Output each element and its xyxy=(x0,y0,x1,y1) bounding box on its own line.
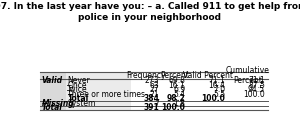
Bar xyxy=(40,106,66,110)
Bar xyxy=(162,83,188,88)
Bar xyxy=(188,72,228,79)
Text: Frequency: Frequency xyxy=(127,71,166,80)
Bar xyxy=(228,101,268,106)
Text: 7.0: 7.0 xyxy=(213,85,225,94)
Text: 273: 273 xyxy=(144,76,159,85)
Bar xyxy=(131,72,162,79)
Bar xyxy=(162,79,188,83)
Bar xyxy=(66,92,131,97)
Bar xyxy=(228,72,268,79)
Bar xyxy=(188,83,228,88)
Bar xyxy=(66,72,131,79)
Bar xyxy=(66,83,131,88)
Bar xyxy=(40,101,66,106)
Text: Once: Once xyxy=(68,81,87,90)
Bar xyxy=(162,97,188,101)
Text: 7: 7 xyxy=(154,99,159,108)
Text: 69.8: 69.8 xyxy=(168,76,185,85)
Bar xyxy=(228,92,268,97)
Text: 94.5: 94.5 xyxy=(248,85,265,94)
Text: 100.0: 100.0 xyxy=(161,103,185,112)
Bar xyxy=(162,72,188,79)
Bar xyxy=(188,79,228,83)
Text: Never: Never xyxy=(68,76,90,85)
Bar xyxy=(188,92,228,97)
Bar xyxy=(162,88,188,92)
Bar xyxy=(131,83,162,88)
Text: 5.4: 5.4 xyxy=(173,90,185,99)
Text: 87.5: 87.5 xyxy=(248,81,265,90)
Bar xyxy=(131,92,162,97)
Text: 71.1: 71.1 xyxy=(208,76,225,85)
Bar xyxy=(188,88,228,92)
Text: Total: Total xyxy=(68,94,89,103)
Bar xyxy=(131,101,162,106)
Bar xyxy=(131,97,162,101)
Text: Q7. In the last year have you: – a. Called 911 to get help from: Q7. In the last year have you: – a. Call… xyxy=(0,2,300,11)
Text: police in your neighborhood: police in your neighborhood xyxy=(79,13,221,22)
Text: Valid: Valid xyxy=(42,76,63,85)
Bar xyxy=(40,72,66,79)
Bar xyxy=(66,79,131,83)
Bar xyxy=(162,101,188,106)
Text: Three or more times: Three or more times xyxy=(68,90,146,99)
Bar xyxy=(228,97,268,101)
Text: 98.2: 98.2 xyxy=(167,94,185,103)
Bar xyxy=(40,97,66,101)
Bar xyxy=(40,79,66,83)
Bar xyxy=(66,101,131,106)
Text: Total: Total xyxy=(42,103,63,112)
Text: 6.9: 6.9 xyxy=(173,85,185,94)
Bar xyxy=(228,79,268,83)
Text: Twice: Twice xyxy=(68,85,88,94)
Bar xyxy=(66,106,131,110)
Bar xyxy=(131,79,162,83)
Text: 16.1: 16.1 xyxy=(168,81,185,90)
Text: 16.4: 16.4 xyxy=(208,81,225,90)
Bar xyxy=(162,92,188,97)
Text: 71.1: 71.1 xyxy=(248,76,265,85)
Text: 21: 21 xyxy=(149,90,159,99)
Text: 63: 63 xyxy=(149,81,159,90)
Bar xyxy=(66,97,131,101)
Text: 27: 27 xyxy=(149,85,159,94)
Text: 1.8: 1.8 xyxy=(173,99,185,108)
Bar xyxy=(188,106,228,110)
Bar xyxy=(188,97,228,101)
Bar xyxy=(66,88,131,92)
Bar xyxy=(228,88,268,92)
Bar xyxy=(188,101,228,106)
Text: Valid Percent: Valid Percent xyxy=(183,71,233,80)
Bar xyxy=(162,106,188,110)
Text: Cumulative
Percent: Cumulative Percent xyxy=(226,66,270,85)
Bar xyxy=(40,83,66,88)
Bar xyxy=(40,88,66,92)
Text: 384: 384 xyxy=(143,94,159,103)
Bar xyxy=(131,106,162,110)
Bar xyxy=(228,83,268,88)
Text: System: System xyxy=(68,99,96,108)
Text: Percent: Percent xyxy=(160,71,189,80)
Text: 391: 391 xyxy=(143,103,159,112)
Text: 5.5: 5.5 xyxy=(213,90,225,99)
Bar xyxy=(228,106,268,110)
Text: Missing: Missing xyxy=(42,99,74,108)
Bar xyxy=(131,88,162,92)
Bar xyxy=(40,92,66,97)
Text: 100.0: 100.0 xyxy=(201,94,225,103)
Text: 100.0: 100.0 xyxy=(243,90,265,99)
